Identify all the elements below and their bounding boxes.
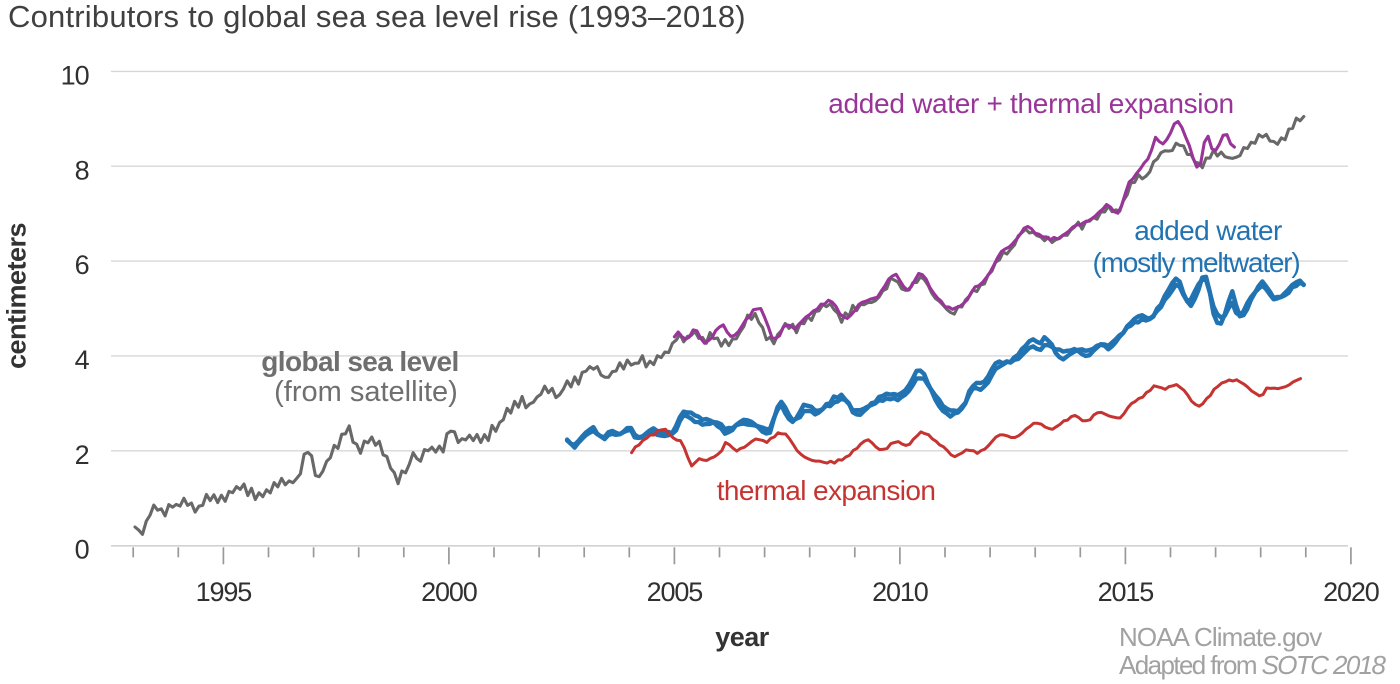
svg-text:2: 2 (75, 440, 89, 470)
svg-text:(from satellite): (from satellite) (274, 376, 458, 408)
svg-text:added water: added water (1134, 215, 1282, 246)
svg-text:year: year (715, 622, 770, 652)
svg-text:10: 10 (61, 61, 89, 91)
svg-text:centimeters: centimeters (2, 223, 32, 369)
svg-text:added water + thermal expansio: added water + thermal expansion (828, 88, 1234, 119)
svg-text:Adapted from SOTC 2018: Adapted from SOTC 2018 (1119, 650, 1387, 680)
svg-text:thermal expansion: thermal expansion (717, 475, 936, 506)
svg-text:2015: 2015 (1098, 577, 1154, 607)
svg-text:2005: 2005 (647, 577, 703, 607)
svg-text:4: 4 (75, 345, 90, 375)
svg-text:global sea level: global sea level (261, 346, 458, 377)
svg-text:NOAA Climate.gov: NOAA Climate.gov (1119, 622, 1322, 652)
svg-text:6: 6 (75, 250, 89, 280)
svg-text:2000: 2000 (421, 577, 477, 607)
svg-text:2010: 2010 (872, 577, 928, 607)
svg-text:0: 0 (75, 535, 89, 565)
svg-text:1995: 1995 (196, 577, 252, 607)
svg-text:8: 8 (75, 155, 89, 185)
svg-text:2020: 2020 (1323, 577, 1379, 607)
svg-text:(mostly meltwater): (mostly meltwater) (1092, 247, 1299, 278)
svg-text:Contributors to global sea sea: Contributors to global sea sea level ris… (8, 0, 746, 34)
